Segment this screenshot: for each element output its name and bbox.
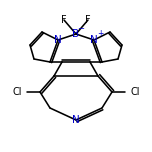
Text: Cl: Cl [130,87,140,97]
Text: +: + [97,29,103,38]
Text: F: F [85,15,91,25]
Text: −: − [78,24,85,33]
Text: B: B [73,29,79,39]
Text: F: F [61,15,67,25]
Text: N: N [72,115,80,125]
Text: N: N [90,35,98,45]
Text: Cl: Cl [12,87,22,97]
Text: N: N [54,35,62,45]
